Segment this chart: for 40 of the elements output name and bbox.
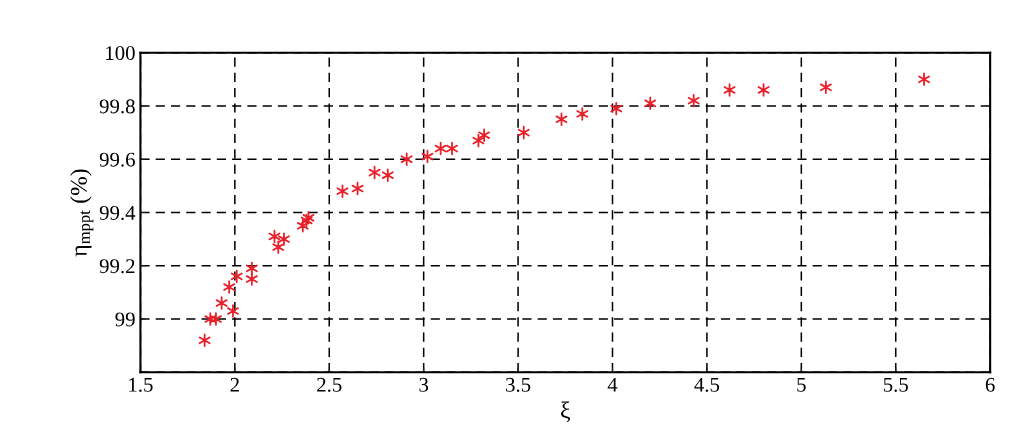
y-axis-title: η$_{mppt}$ (%) [70,169,94,257]
x-tick-label: 3 [419,377,429,392]
point [918,72,930,87]
point [610,101,623,116]
point [227,304,239,318]
y-tick-label: 99.8 [99,99,135,114]
point [517,125,530,140]
y-tick-label: 99.6 [99,152,135,167]
point [245,272,258,286]
x-tick-label: 3.5 [506,377,531,392]
point [687,93,700,108]
point [446,141,458,156]
y-tick-label: 99 [115,312,135,327]
x-tick-label: 2 [230,377,239,392]
x-tick-label: 6 [985,377,995,392]
point [478,128,491,142]
point [400,152,413,166]
point [223,280,236,294]
point [277,232,290,246]
y-tick-label: 99.2 [99,259,135,274]
point [210,312,222,326]
y-tick-label: 99.4 [99,205,136,220]
x-tick-label: 4.5 [694,377,720,392]
x-tick-label: 1.5 [129,377,153,392]
point [576,107,589,121]
point [245,261,258,276]
x-tick-label: 2.5 [317,377,342,392]
point [215,296,228,310]
x-tick-label: 5.5 [883,377,908,392]
x-axis-title: ξ [561,401,571,423]
point [230,269,243,284]
x-tick-label: 4 [607,377,618,392]
point [434,141,447,156]
point [819,80,832,95]
x-tick-label: 5 [797,377,806,392]
point [644,96,657,110]
point [272,240,285,254]
y-tick-label: 100 [106,46,135,61]
point [198,333,211,348]
point [381,168,394,182]
